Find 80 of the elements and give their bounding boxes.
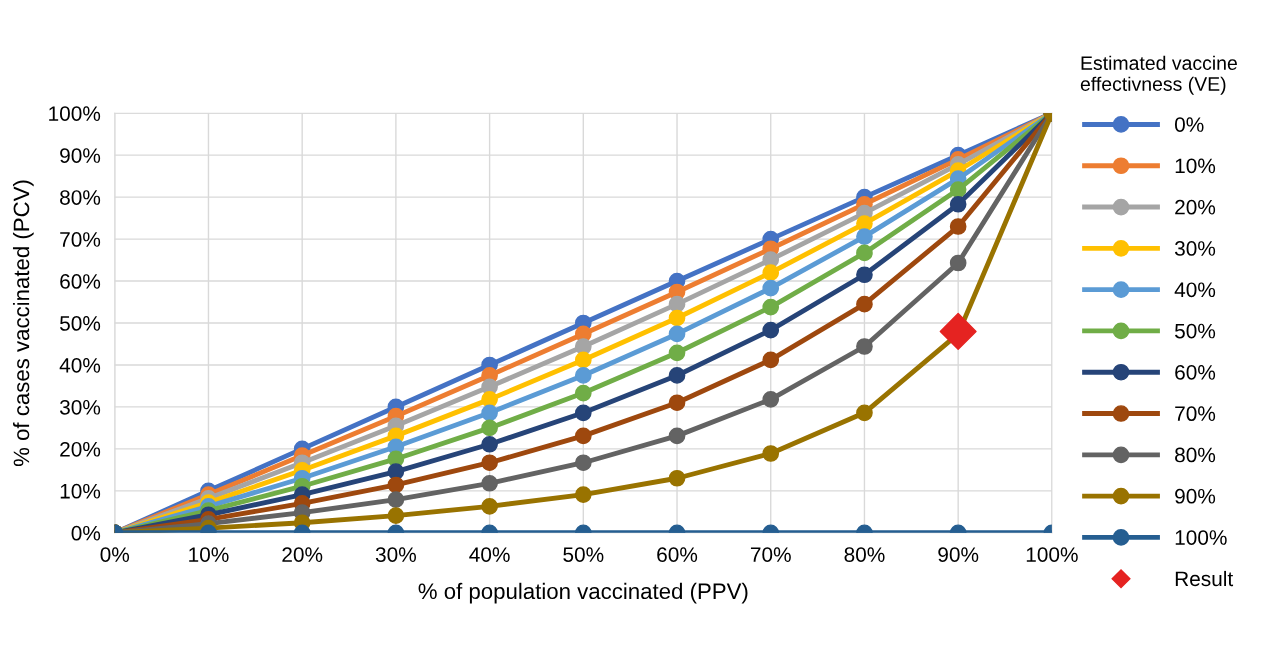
x-tick-label: 60% xyxy=(657,547,698,562)
x-tick-label: 70% xyxy=(750,547,791,562)
y-tick-label: 100% xyxy=(49,106,101,121)
point xyxy=(856,404,873,422)
y-tick-label: 60% xyxy=(60,274,101,289)
legend-label: 30% xyxy=(1174,241,1216,256)
point xyxy=(668,309,686,327)
y-tick-label: 90% xyxy=(60,148,101,163)
point xyxy=(574,486,592,503)
point xyxy=(387,491,405,508)
point xyxy=(481,404,498,422)
point xyxy=(387,476,405,494)
point xyxy=(856,228,873,245)
point xyxy=(481,474,498,492)
legend-label: 40% xyxy=(1174,282,1216,298)
x-tick-label: 0% xyxy=(100,547,130,562)
legend-label: 20% xyxy=(1175,199,1216,215)
point xyxy=(574,351,592,369)
x-tick-label: 20% xyxy=(282,547,323,562)
point xyxy=(939,312,977,350)
y-tick-label: 70% xyxy=(60,232,101,247)
point xyxy=(481,454,498,472)
point xyxy=(949,195,967,213)
point xyxy=(481,498,498,515)
x-tick-label: 80% xyxy=(844,547,885,562)
y-axis-title: % of cases vaccinated (PCV) xyxy=(12,180,34,467)
point xyxy=(856,244,873,262)
point xyxy=(387,507,405,524)
legend-label: 50% xyxy=(1174,323,1216,339)
point xyxy=(762,445,780,462)
point xyxy=(574,384,592,402)
point xyxy=(856,338,873,355)
legend-label: Result xyxy=(1175,570,1234,587)
point xyxy=(574,404,592,422)
legend-label: 10% xyxy=(1175,158,1216,174)
y-tick-label: 80% xyxy=(60,190,101,205)
point xyxy=(668,469,686,487)
legend-label: 0% xyxy=(1174,117,1204,132)
y-tick-label: 40% xyxy=(59,357,101,373)
x-tick-label: 50% xyxy=(563,547,604,562)
legend-title: Estimated vaccine effectivness (VE) xyxy=(1080,55,1237,95)
point xyxy=(856,266,873,284)
point xyxy=(762,321,780,339)
point xyxy=(481,419,498,437)
legend-label: 60% xyxy=(1175,364,1216,380)
x-tick-label: 100% xyxy=(1026,547,1078,562)
point xyxy=(668,427,686,445)
point xyxy=(668,394,686,412)
point xyxy=(762,279,780,297)
legend-label: 90% xyxy=(1175,488,1216,504)
point xyxy=(762,391,780,408)
x-tick-label: 90% xyxy=(938,547,979,562)
x-axis-title: % of population vaccinated (PPV) xyxy=(418,582,748,604)
y-tick-label: 20% xyxy=(60,441,101,457)
point xyxy=(762,298,780,316)
point xyxy=(668,295,686,313)
point xyxy=(668,367,686,384)
legend-label: 100% xyxy=(1175,530,1227,545)
point xyxy=(949,181,967,198)
point xyxy=(762,351,780,369)
point xyxy=(668,344,686,362)
x-tick-label: 10% xyxy=(189,547,229,562)
point xyxy=(856,295,873,313)
point xyxy=(949,218,967,235)
point xyxy=(481,391,498,408)
point xyxy=(574,454,592,472)
point xyxy=(668,325,686,343)
x-tick-label: 40% xyxy=(469,547,510,562)
y-tick-label: 10% xyxy=(60,483,101,499)
point xyxy=(574,427,592,445)
legend-label: 70% xyxy=(1175,406,1216,422)
point xyxy=(949,254,967,272)
point xyxy=(762,264,780,281)
y-tick-label: 0% xyxy=(71,525,101,541)
y-tick-label: 30% xyxy=(59,399,101,415)
x-tick-label: 30% xyxy=(375,547,416,562)
legend-label: 80% xyxy=(1175,447,1216,463)
point xyxy=(574,367,592,384)
y-tick-label: 50% xyxy=(60,316,101,331)
point xyxy=(481,435,498,453)
